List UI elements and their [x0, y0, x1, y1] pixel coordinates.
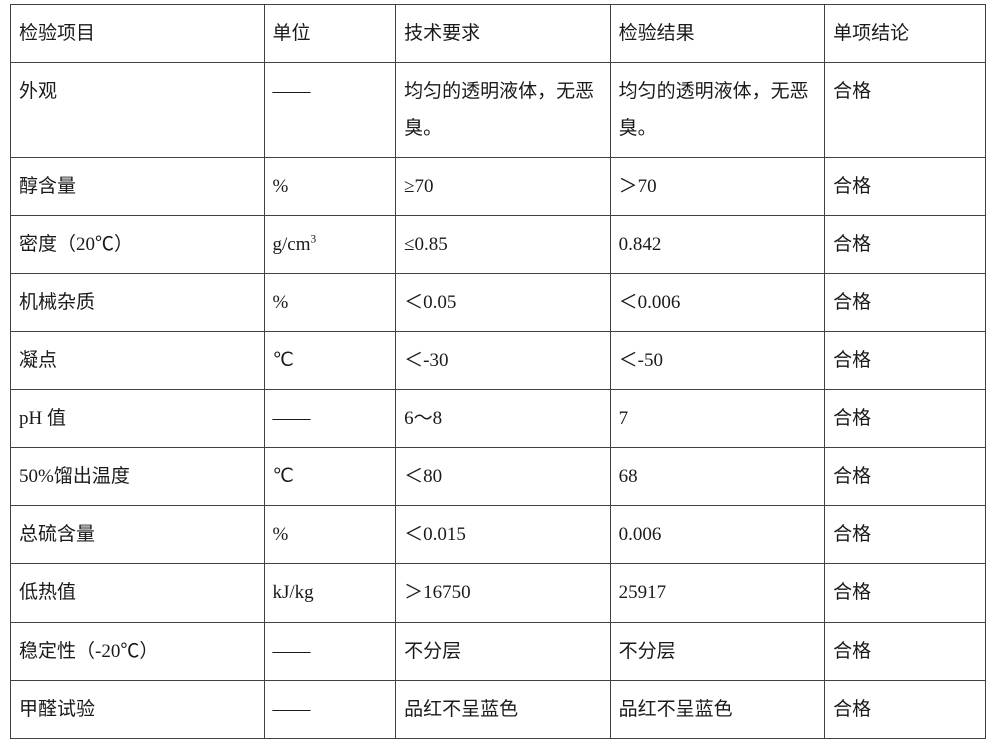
- cell-req: ＞16750: [396, 564, 611, 622]
- cell-result: 均匀的透明液体，无恶臭。: [610, 63, 825, 158]
- cell-concl: 合格: [825, 680, 986, 738]
- header-result: 检验结果: [610, 5, 825, 63]
- inspection-table: 检验项目 单位 技术要求 检验结果 单项结论 外观 —— 均匀的透明液体，无恶臭…: [10, 4, 986, 739]
- cell-concl: 合格: [825, 506, 986, 564]
- table-row: 稳定性（-20℃） —— 不分层 不分层 合格: [11, 622, 986, 680]
- header-item: 检验项目: [11, 5, 265, 63]
- cell-item: 总硫含量: [11, 506, 265, 564]
- table-row: 外观 —— 均匀的透明液体，无恶臭。 均匀的透明液体，无恶臭。 合格: [11, 63, 986, 158]
- cell-unit: %: [264, 158, 396, 216]
- cell-result: 0.842: [610, 216, 825, 274]
- table-row: 机械杂质 % ＜0.05 ＜0.006 合格: [11, 274, 986, 332]
- cell-req: 品红不呈蓝色: [396, 680, 611, 738]
- cell-unit: ℃: [264, 332, 396, 390]
- cell-result: 25917: [610, 564, 825, 622]
- cell-item: 低热值: [11, 564, 265, 622]
- cell-req: ≤0.85: [396, 216, 611, 274]
- table-row: 醇含量 % ≥70 ＞70 合格: [11, 158, 986, 216]
- cell-req: ＜0.05: [396, 274, 611, 332]
- cell-item: 醇含量: [11, 158, 265, 216]
- cell-req: ＜80: [396, 448, 611, 506]
- cell-result: 不分层: [610, 622, 825, 680]
- header-req: 技术要求: [396, 5, 611, 63]
- cell-req: ＜-30: [396, 332, 611, 390]
- cell-concl: 合格: [825, 622, 986, 680]
- cell-result: 品红不呈蓝色: [610, 680, 825, 738]
- cell-req: ＜0.015: [396, 506, 611, 564]
- table-row: 总硫含量 % ＜0.015 0.006 合格: [11, 506, 986, 564]
- cell-concl: 合格: [825, 63, 986, 158]
- cell-item: 稳定性（-20℃）: [11, 622, 265, 680]
- cell-result: ＞70: [610, 158, 825, 216]
- cell-item: 50%馏出温度: [11, 448, 265, 506]
- cell-concl: 合格: [825, 332, 986, 390]
- cell-unit: %: [264, 506, 396, 564]
- cell-result: 68: [610, 448, 825, 506]
- table-row: 密度（20℃） g/cm3 ≤0.85 0.842 合格: [11, 216, 986, 274]
- cell-unit: ——: [264, 63, 396, 158]
- table-header-row: 检验项目 单位 技术要求 检验结果 单项结论: [11, 5, 986, 63]
- table-row: 低热值 kJ/kg ＞16750 25917 合格: [11, 564, 986, 622]
- cell-req: ≥70: [396, 158, 611, 216]
- cell-concl: 合格: [825, 390, 986, 448]
- header-concl: 单项结论: [825, 5, 986, 63]
- cell-concl: 合格: [825, 448, 986, 506]
- cell-result: 7: [610, 390, 825, 448]
- cell-unit: %: [264, 274, 396, 332]
- cell-unit: ——: [264, 680, 396, 738]
- cell-concl: 合格: [825, 274, 986, 332]
- cell-unit: ℃: [264, 448, 396, 506]
- cell-req: 均匀的透明液体，无恶臭。: [396, 63, 611, 158]
- cell-concl: 合格: [825, 564, 986, 622]
- cell-req: 6～8: [396, 390, 611, 448]
- cell-concl: 合格: [825, 158, 986, 216]
- cell-result: 0.006: [610, 506, 825, 564]
- cell-item: 密度（20℃）: [11, 216, 265, 274]
- table-row: pH 值 —— 6～8 7 合格: [11, 390, 986, 448]
- cell-item: 甲醛试验: [11, 680, 265, 738]
- cell-unit: kJ/kg: [264, 564, 396, 622]
- header-unit: 单位: [264, 5, 396, 63]
- cell-item: pH 值: [11, 390, 265, 448]
- cell-result: ＜0.006: [610, 274, 825, 332]
- cell-unit: g/cm3: [264, 216, 396, 274]
- cell-result: ＜-50: [610, 332, 825, 390]
- cell-concl: 合格: [825, 216, 986, 274]
- table-row: 凝点 ℃ ＜-30 ＜-50 合格: [11, 332, 986, 390]
- cell-item: 机械杂质: [11, 274, 265, 332]
- cell-item: 凝点: [11, 332, 265, 390]
- cell-unit: ——: [264, 622, 396, 680]
- table-row: 50%馏出温度 ℃ ＜80 68 合格: [11, 448, 986, 506]
- table-row: 甲醛试验 —— 品红不呈蓝色 品红不呈蓝色 合格: [11, 680, 986, 738]
- cell-req: 不分层: [396, 622, 611, 680]
- cell-item: 外观: [11, 63, 265, 158]
- cell-unit: ——: [264, 390, 396, 448]
